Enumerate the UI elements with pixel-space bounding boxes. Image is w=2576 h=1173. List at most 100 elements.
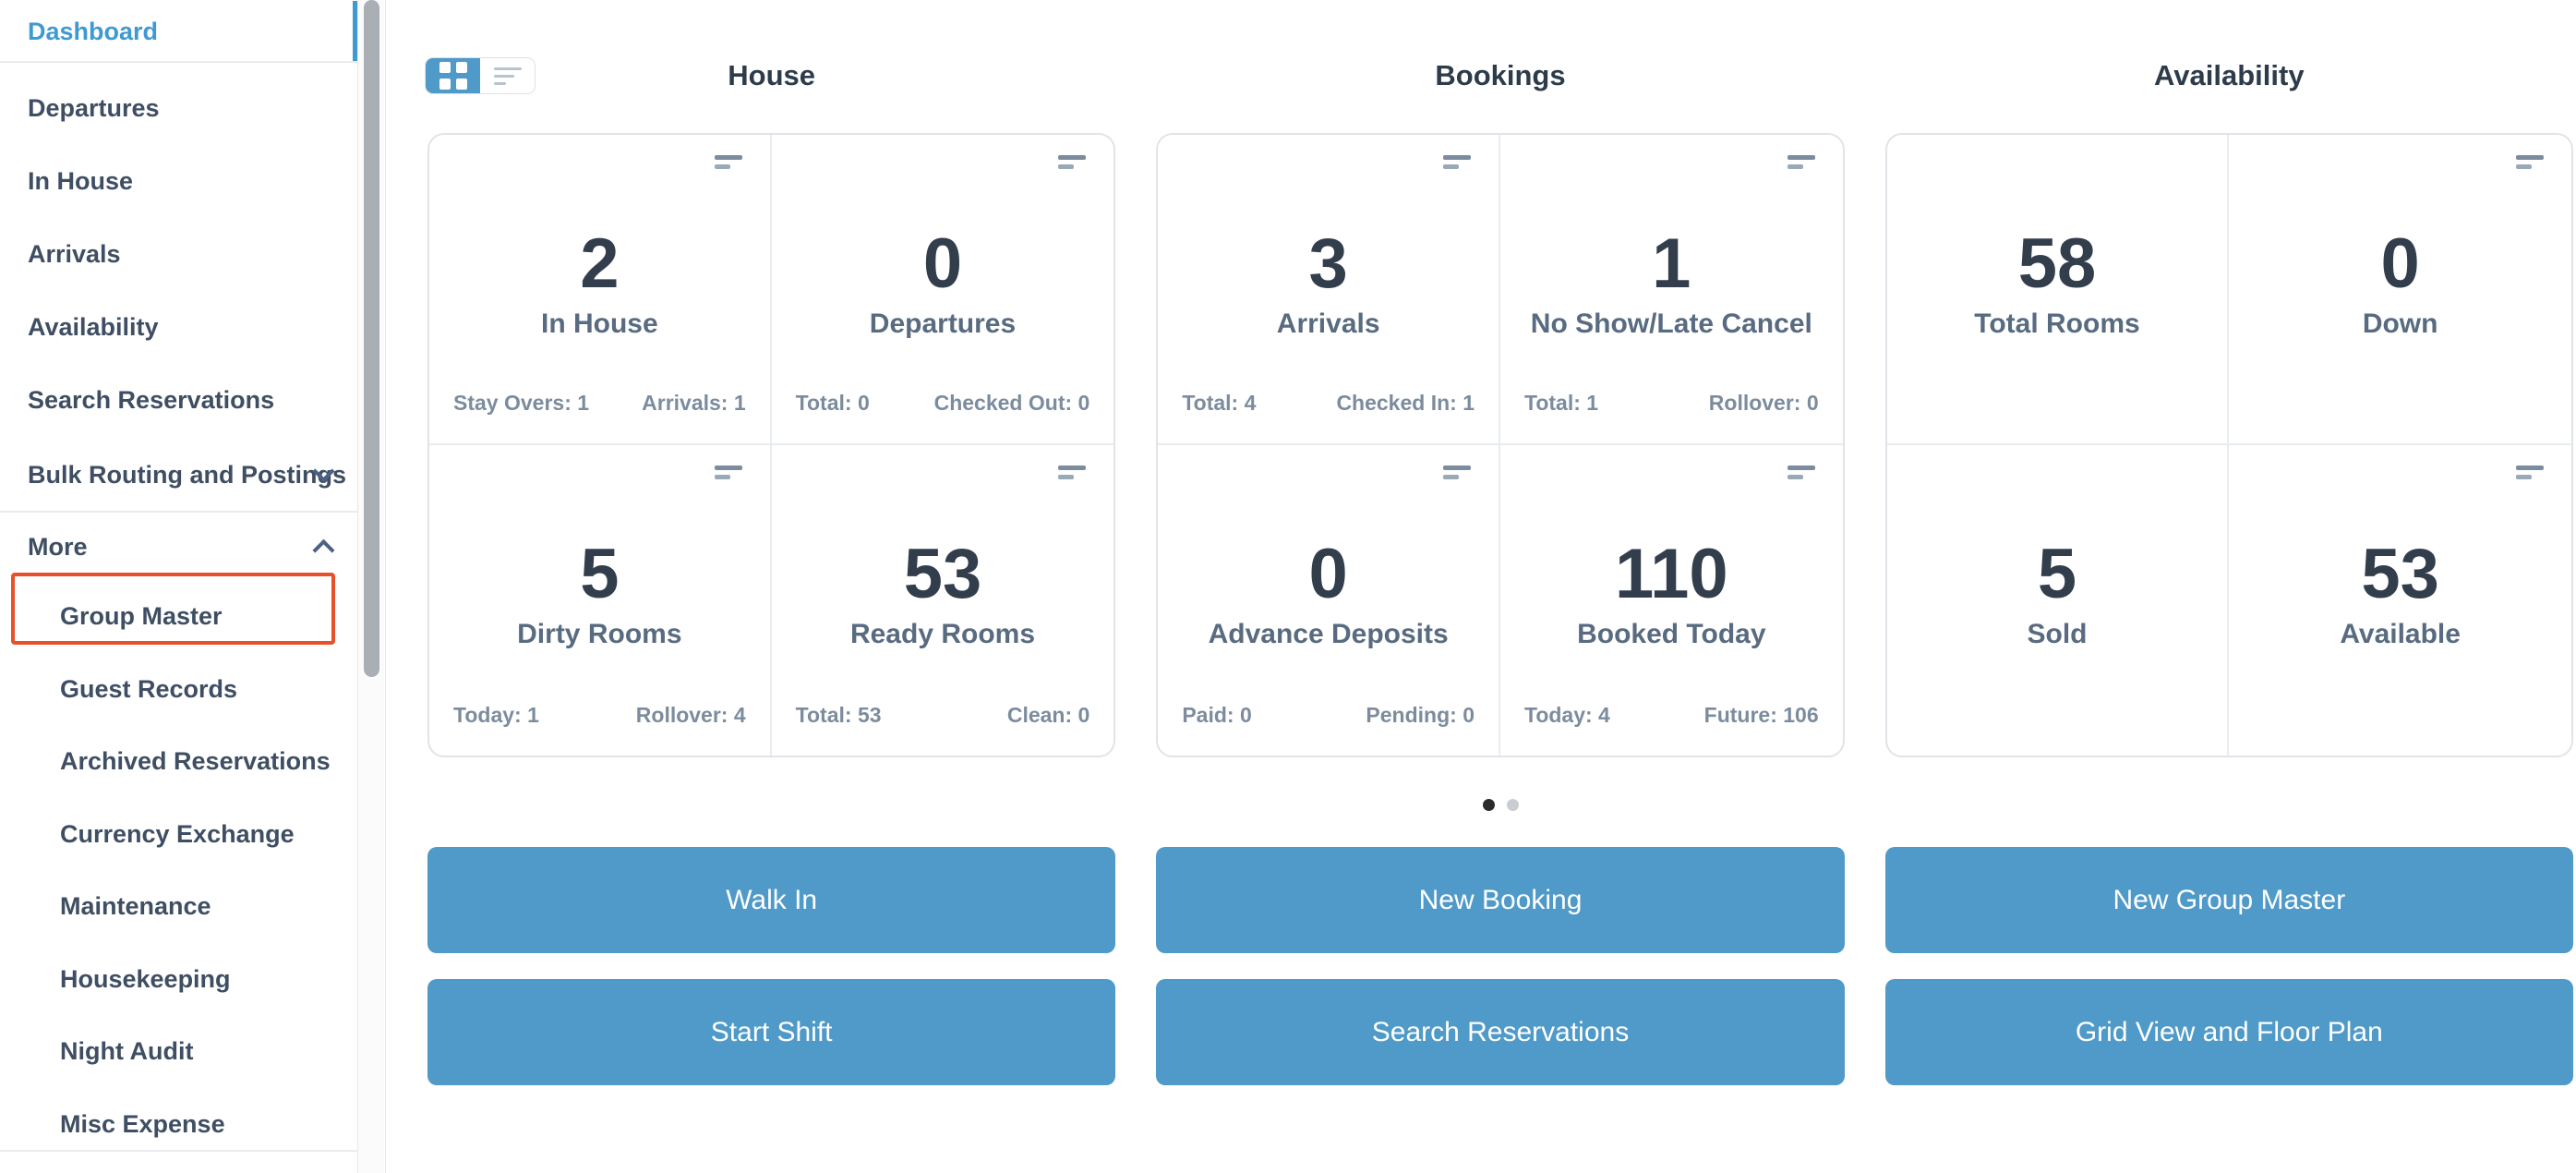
sidebar-item-currency-exchange[interactable]: Currency Exchange — [60, 820, 295, 848]
stat-footer: Paid: 0 Pending: 0 — [1158, 703, 1499, 728]
stat-footer-right: Checked Out: 0 — [933, 391, 1090, 415]
search-reservations-button[interactable]: Search Reservations — [1156, 979, 1845, 1085]
stat-value: 1 — [1652, 224, 1691, 303]
pagination-dot-1[interactable] — [1482, 798, 1495, 811]
sidebar-item-bulk-routing[interactable]: Bulk Routing and Postings — [0, 444, 357, 505]
stat-footer: Total: 0 Checked Out: 0 — [772, 391, 1114, 416]
stat-footer: Total: 53 Clean: 0 — [772, 703, 1114, 728]
main-content: House Bookings Availability 2 In House S… — [386, 0, 2576, 1173]
stat-label: Dirty Rooms — [517, 619, 682, 649]
stat-card-arrivals[interactable]: 3 Arrivals Total: 4 Checked In: 1 — [1158, 135, 1500, 445]
stat-footer-left: Total: 4 — [1182, 391, 1257, 415]
stat-card-available[interactable]: 53 Available — [2229, 445, 2571, 756]
stat-card-in-house[interactable]: 2 In House Stay Overs: 1 Arrivals: 1 — [429, 135, 772, 445]
sidebar-item-misc-expense[interactable]: Misc Expense — [60, 1110, 225, 1138]
sidebar-item-label: More — [28, 533, 88, 561]
stat-card-ready-rooms[interactable]: 53 Ready Rooms Total: 53 Clean: 0 — [772, 445, 1114, 756]
sidebar-item-dashboard[interactable]: Dashboard — [0, 1, 357, 62]
list-view-toggle[interactable] — [480, 58, 535, 93]
grid-view-icon — [439, 62, 467, 90]
card-actions-icon[interactable] — [2515, 466, 2544, 479]
sidebar-item-availability[interactable]: Availability — [28, 313, 159, 341]
stat-card-sold[interactable]: 5 Sold — [1887, 445, 2230, 756]
stat-footer-right: Arrivals: 1 — [642, 391, 746, 415]
stat-card-down[interactable]: 0 Down — [2229, 135, 2571, 445]
sidebar-scrollbar-thumb[interactable] — [364, 0, 379, 677]
sidebar-divider — [0, 61, 357, 63]
grid-view-toggle[interactable] — [426, 58, 480, 93]
stat-value: 110 — [1615, 535, 1728, 613]
stat-card-total-rooms[interactable]: 58 Total Rooms — [1886, 135, 2230, 445]
card-actions-icon[interactable] — [1058, 155, 1087, 169]
stat-footer: Stay Overs: 1 Arrivals: 1 — [429, 391, 770, 416]
stat-value: 53 — [2361, 535, 2439, 613]
stat-card-dirty-rooms[interactable]: 5 Dirty Rooms Today: 1 Rollover: 4 — [429, 445, 772, 756]
stat-label: Advance Deposits — [1208, 619, 1449, 649]
column-title-bookings: Bookings — [1435, 59, 1566, 91]
start-shift-button[interactable]: Start Shift — [427, 979, 1116, 1085]
grid-view-floor-plan-button[interactable]: Grid View and Floor Plan — [1884, 979, 2573, 1085]
stat-footer-left: Paid: 0 — [1182, 703, 1252, 727]
stat-label: Down — [2362, 308, 2438, 339]
stat-footer-left: Stay Overs: 1 — [453, 391, 590, 415]
stat-card-groups: 2 In House Stay Overs: 1 Arrivals: 1 0 D… — [427, 133, 2573, 757]
card-actions-icon[interactable] — [2515, 155, 2544, 169]
sidebar-item-arrivals[interactable]: Arrivals — [28, 240, 121, 268]
stat-footer-right: Future: 106 — [1703, 703, 1819, 727]
sidebar-item-more[interactable]: More — [0, 516, 357, 577]
stat-label: Ready Rooms — [849, 619, 1036, 649]
stat-value: 3 — [1308, 224, 1348, 303]
card-actions-icon[interactable] — [1787, 155, 1815, 169]
sidebar-item-maintenance[interactable]: Maintenance — [60, 892, 211, 920]
card-actions-icon[interactable] — [714, 466, 742, 479]
card-actions-icon[interactable] — [1787, 466, 1815, 479]
stat-footer: Total: 1 Rollover: 0 — [1500, 391, 1843, 416]
stat-label: No Show/Late Cancel — [1530, 308, 1812, 339]
new-group-master-button[interactable]: New Group Master — [1884, 847, 2573, 953]
sidebar-item-group-master[interactable]: Group Master — [60, 602, 223, 630]
sidebar-item-night-audit[interactable]: Night Audit — [60, 1037, 194, 1065]
list-view-icon — [493, 67, 522, 85]
stat-footer-right: Checked In: 1 — [1336, 391, 1475, 415]
stat-value: 5 — [2037, 535, 2077, 613]
stat-card-booked-today[interactable]: 110 Booked Today Today: 4 Future: 106 — [1500, 445, 1843, 756]
stat-value: 0 — [922, 224, 963, 303]
chevron-up-icon — [312, 538, 335, 562]
column-title-house: House — [728, 59, 816, 91]
sidebar: Dashboard Departures In House Arrivals A… — [0, 0, 386, 1173]
stat-label: Arrivals — [1276, 308, 1380, 339]
sidebar-item-guest-records[interactable]: Guest Records — [60, 675, 238, 703]
sidebar-scrollbar — [357, 0, 384, 1173]
stat-footer: Today: 4 Future: 106 — [1500, 703, 1843, 728]
sidebar-item-label: Bulk Routing and Postings — [28, 461, 346, 489]
sidebar-item-housekeeping[interactable]: Housekeeping — [60, 965, 231, 993]
stat-label: Total Rooms — [1974, 308, 2140, 339]
stat-card-departures[interactable]: 0 Departures Total: 0 Checked Out: 0 — [771, 135, 1114, 445]
stat-label: Sold — [2027, 619, 2088, 649]
stat-footer: Total: 4 Checked In: 1 — [1158, 391, 1499, 416]
stat-footer-left: Total: 1 — [1523, 391, 1599, 415]
sidebar-divider — [0, 1150, 357, 1152]
card-actions-icon[interactable] — [1058, 466, 1087, 479]
sidebar-divider — [0, 511, 357, 513]
card-actions-icon[interactable] — [714, 155, 742, 169]
sidebar-item-departures[interactable]: Departures — [28, 94, 160, 122]
stat-footer-right: Rollover: 4 — [635, 703, 746, 727]
house-card-group: 2 In House Stay Overs: 1 Arrivals: 1 0 D… — [427, 133, 1116, 757]
stat-footer-left: Today: 1 — [453, 703, 539, 727]
stat-card-advance-deposits[interactable]: 0 Advance Deposits Paid: 0 Pending: 0 — [1158, 445, 1500, 756]
stat-value: 53 — [903, 535, 982, 613]
stat-footer-right: Rollover: 0 — [1708, 391, 1819, 415]
walk-in-button[interactable]: Walk In — [427, 847, 1116, 953]
sidebar-item-in-house[interactable]: In House — [28, 167, 134, 195]
card-actions-icon[interactable] — [1442, 466, 1471, 479]
new-booking-button[interactable]: New Booking — [1156, 847, 1845, 953]
stat-card-no-show[interactable]: 1 No Show/Late Cancel Total: 1 Rollover:… — [1499, 135, 1843, 445]
stat-value: 0 — [2380, 224, 2420, 303]
sidebar-item-archived-reservations[interactable]: Archived Reservations — [60, 747, 331, 775]
card-actions-icon[interactable] — [1442, 155, 1471, 169]
sidebar-item-search-reservations[interactable]: Search Reservations — [28, 386, 275, 414]
pagination-dot-2[interactable] — [1506, 798, 1519, 811]
quick-action-buttons: Walk In New Booking New Group Master Sta… — [427, 847, 2573, 1085]
stat-value: 2 — [580, 224, 620, 303]
